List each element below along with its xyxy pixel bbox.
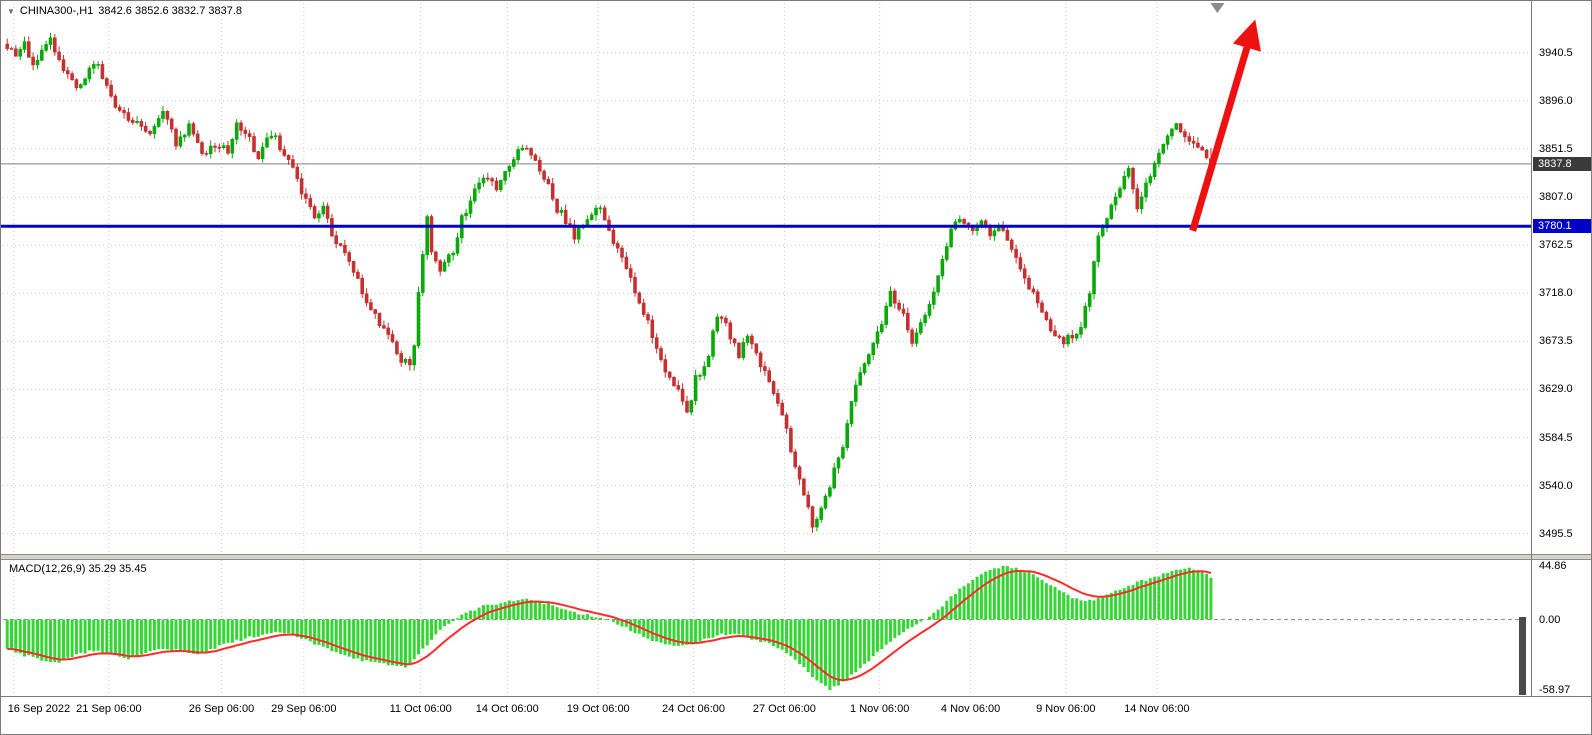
main-vertical-gridlines: [13, 3, 1158, 553]
symbol-timeframe-label: CHINA300-,H1: [19, 5, 94, 17]
time-tick-label: 4 Nov 06:00: [940, 703, 1001, 715]
ohlc-values-label: 3842.6 3852.6 3832.7 3837.8: [98, 5, 243, 17]
macd-tick-label: 44.86: [1539, 560, 1567, 573]
macd-scrollbar-thumb[interactable]: [1519, 617, 1526, 695]
price-tick-label: 3495.5: [1539, 527, 1573, 540]
current-price-badge: 3837.8: [1533, 156, 1591, 171]
price-tick-label: 3807.0: [1539, 191, 1573, 204]
price-tick-label: 3540.0: [1539, 479, 1573, 492]
time-tick-label: 14 Nov 06:00: [1124, 703, 1190, 715]
macd-signal-line: [7, 569, 1212, 682]
macd-indicator-label: MACD(12,26,9) 35.29 35.45: [9, 563, 147, 575]
price-tick-label: 3584.5: [1539, 431, 1573, 444]
trend-arrow-object[interactable]: [1189, 19, 1262, 232]
main-horizontal-gridlines: [3, 52, 1529, 535]
bear-candle-bodies: [5, 37, 1213, 528]
bull-candle-bodies: [18, 37, 1179, 528]
time-axis[interactable]: 16 Sep 2022 21 Sep 06:00 26 Sep 06:00 29 Se…: [1, 696, 1591, 734]
chart-shift-marker[interactable]: [1210, 3, 1225, 13]
time-tick-label: 14 Oct 06:00: [475, 703, 539, 715]
time-tick-label: 27 Oct 06:00: [752, 703, 816, 715]
time-tick-label: 19 Oct 06:00: [566, 703, 630, 715]
time-tick-label: 24 Oct 06:00: [662, 703, 725, 715]
price-tick-label: 3851.5: [1539, 143, 1573, 156]
price-tick-label: 3762.5: [1539, 239, 1573, 252]
macd-tick-label: -58.97: [1539, 683, 1571, 696]
price-axis[interactable]: 3837.8 3780.1 3940.5 3896.0 3851.5 3807.0 37…: [1531, 1, 1591, 696]
chart-header: ▼ CHINA300-,H1 3842.6 3852.6 3832.7 3837…: [7, 5, 242, 17]
price-tick-label: 3718.0: [1539, 287, 1573, 300]
price-tick-label: 3673.5: [1539, 335, 1573, 348]
price-tick-label: 3896.0: [1539, 95, 1573, 108]
price-tick-label: 3940.5: [1539, 47, 1573, 59]
time-tick-label: 11 Oct 06:00: [389, 703, 452, 715]
macd-histogram: [5, 565, 1213, 690]
macd-tick-label: 0.00: [1539, 613, 1561, 626]
time-tick-label: 26 Sep 06:00: [188, 703, 255, 715]
time-tick-label: 21 Sep 06:00: [76, 703, 142, 715]
time-tick-label: 1 Nov 06:00: [850, 703, 910, 715]
hline-price-badge: 3780.1: [1533, 219, 1591, 234]
time-tick-label: 16 Sep 2022: [7, 703, 71, 715]
price-tick-label: 3629.0: [1539, 383, 1573, 396]
time-tick-label: 29 Sep 06:00: [271, 703, 337, 715]
pane-separator[interactable]: [1, 554, 1591, 560]
time-tick-label: 9 Nov 06:00: [1036, 703, 1096, 715]
symbol-dropdown-icon: ▼: [7, 6, 15, 16]
